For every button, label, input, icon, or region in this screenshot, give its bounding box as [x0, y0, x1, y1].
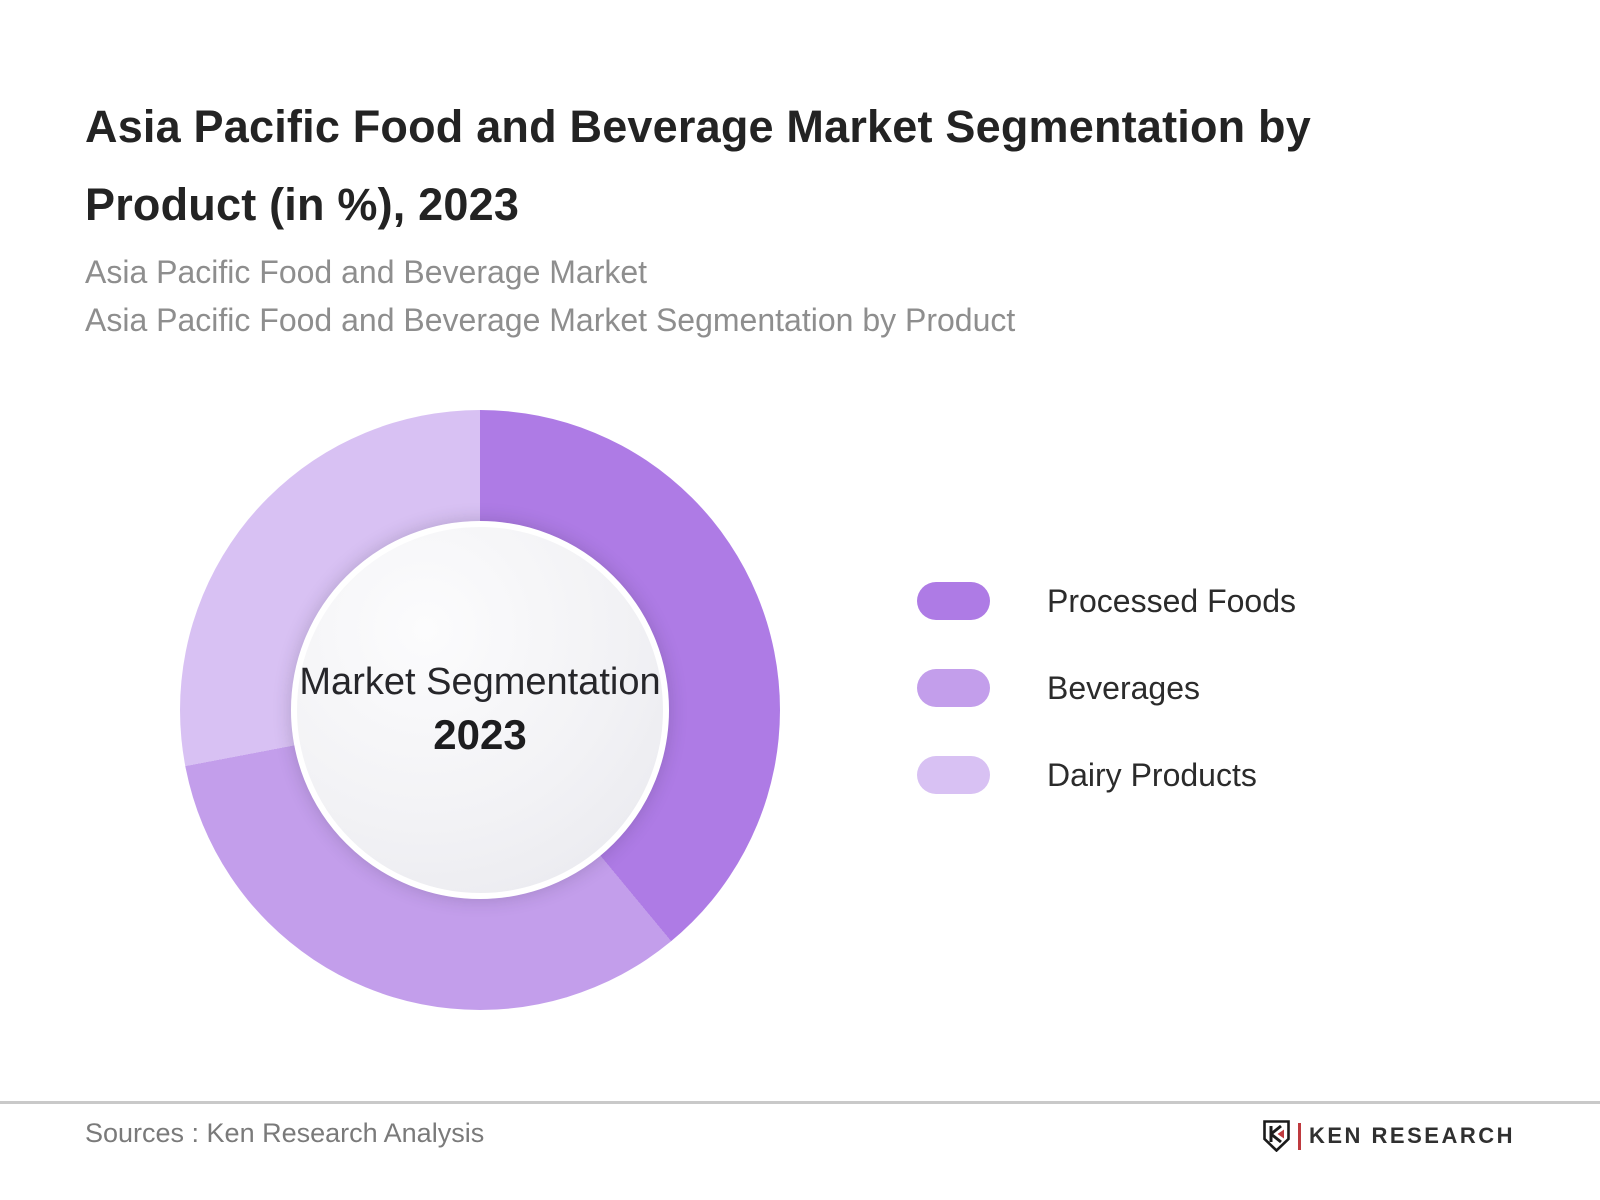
legend-swatch-processed-foods: [917, 582, 990, 620]
legend-item-beverages: Beverages: [917, 669, 1296, 707]
chart-subtitle: Asia Pacific Food and Beverage Market As…: [85, 248, 1015, 344]
donut-chart: Market Segmentation 2023: [180, 410, 780, 1010]
legend-item-dairy-products: Dairy Products: [917, 756, 1296, 794]
legend-swatch-dairy-products: [917, 756, 990, 794]
logo-divider: [1297, 1122, 1301, 1150]
footer-divider: [0, 1101, 1600, 1104]
logo-wordmark: KEN RESEARCH: [1308, 1123, 1515, 1148]
subtitle-line-1: Asia Pacific Food and Beverage Market: [85, 254, 648, 290]
legend-swatch-beverages: [917, 669, 990, 707]
legend-label-processed-foods: Processed Foods: [1047, 582, 1297, 619]
subtitle-line-2: Asia Pacific Food and Beverage Market Se…: [85, 302, 1016, 338]
chart-legend: Processed Foods Beverages Dairy Products: [917, 582, 1296, 843]
ken-research-logo: KEN RESEARCH: [1263, 1118, 1515, 1154]
source-note: Sources : Ken Research Analysis: [85, 1118, 485, 1148]
donut-center-label: Market Segmentation: [299, 661, 661, 703]
donut-center: Market Segmentation 2023: [291, 521, 669, 899]
chart-title: Asia Pacific Food and Beverage Market Se…: [85, 101, 1311, 231]
legend-label-beverages: Beverages: [1047, 669, 1200, 706]
legend-item-processed-foods: Processed Foods: [917, 582, 1296, 620]
ken-research-shield-icon: [1263, 1120, 1290, 1152]
legend-label-dairy-products: Dairy Products: [1047, 756, 1257, 793]
donut-center-year: 2023: [433, 711, 527, 758]
